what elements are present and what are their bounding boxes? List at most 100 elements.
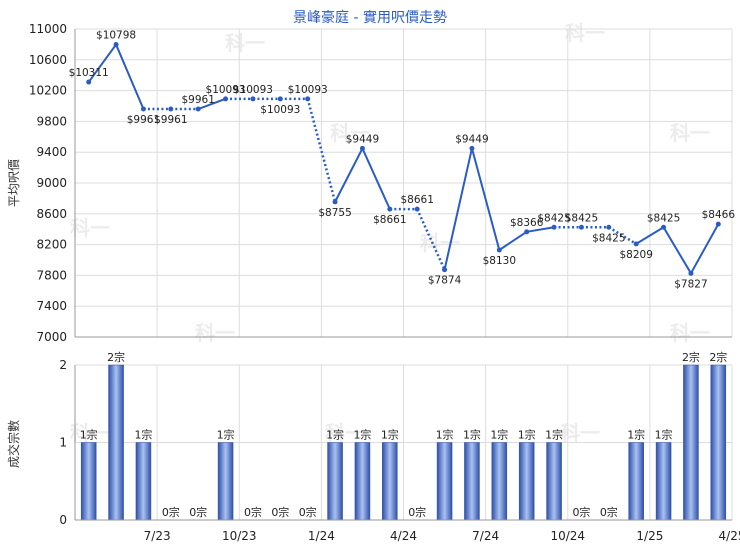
count-bar-label: 1宗 bbox=[217, 428, 235, 442]
price-point bbox=[305, 96, 311, 102]
price-data-label: $8466 bbox=[702, 209, 736, 221]
price-data-label: $10093 bbox=[288, 84, 328, 96]
count-bar bbox=[108, 364, 124, 521]
price-data-label: $8425 bbox=[592, 232, 625, 244]
price-y-tick-label: 10600 bbox=[29, 53, 67, 67]
count-bar-label: 1宗 bbox=[490, 428, 508, 442]
count-y-tick-label: 0 bbox=[59, 513, 67, 527]
count-bar-label: 1宗 bbox=[326, 428, 344, 442]
count-bar-label: 0宗 bbox=[572, 505, 590, 519]
price-y-tick-label: 10200 bbox=[29, 84, 67, 98]
watermark-text: 科一 bbox=[70, 216, 110, 240]
price-gridlines: 7000 7400 7800 8200 8600 9000 9400 9800 10200 106… bbox=[29, 22, 733, 344]
count-bar-label: 1宗 bbox=[463, 428, 481, 442]
price-line-segment bbox=[635, 226, 665, 245]
data-labels: $10311$10798$9961$9961$9961$10093$10093$… bbox=[69, 30, 736, 291]
count-bar bbox=[217, 442, 234, 521]
price-point bbox=[633, 241, 639, 247]
price-y-tick-label: 7000 bbox=[36, 330, 67, 344]
price-data-label: $7874 bbox=[428, 275, 462, 287]
count-bar bbox=[518, 442, 535, 521]
price-point bbox=[715, 221, 721, 227]
x-tick-label: 1/24 bbox=[308, 529, 335, 543]
price-point bbox=[688, 270, 694, 276]
price-line-segment bbox=[662, 226, 692, 274]
price-data-label: $8209 bbox=[619, 249, 652, 261]
price-data-label: $10798 bbox=[96, 30, 136, 42]
price-line-segment bbox=[197, 97, 226, 110]
count-bar bbox=[80, 442, 97, 521]
price-data-label: $8130 bbox=[483, 255, 516, 267]
count-y-tick-label: 2 bbox=[59, 358, 67, 372]
price-data-label: $8661 bbox=[373, 214, 406, 226]
watermark-text: 科一 bbox=[330, 121, 370, 145]
count-bar-label: 2宗 bbox=[709, 350, 727, 364]
price-point bbox=[223, 96, 229, 102]
price-y-tick-label: 9000 bbox=[36, 176, 67, 190]
price-point bbox=[469, 145, 475, 151]
axes bbox=[74, 29, 732, 521]
price-data-label: $8425 bbox=[647, 212, 680, 224]
price-y-tick-label: 7800 bbox=[36, 268, 67, 282]
watermark-text: 科一 bbox=[565, 21, 605, 45]
price-point bbox=[551, 224, 557, 230]
price-data-label: $10093 bbox=[233, 84, 273, 96]
count-bar-label: 0宗 bbox=[162, 505, 180, 519]
watermark-text: 科一 bbox=[560, 421, 600, 445]
price-point bbox=[496, 247, 502, 253]
x-tick-label: 1/25 bbox=[636, 529, 663, 543]
watermark-text: 科一 bbox=[70, 421, 110, 445]
price-y-tick-label: 8200 bbox=[36, 238, 67, 252]
price-point bbox=[606, 224, 612, 230]
price-point bbox=[195, 106, 201, 112]
count-bar-label: 1宗 bbox=[627, 428, 645, 442]
watermark-text: 科一 bbox=[325, 421, 365, 445]
price-point bbox=[387, 206, 393, 212]
count-bar-label: 0宗 bbox=[408, 505, 426, 519]
price-line-segment bbox=[115, 44, 145, 110]
count-bar-label: 0宗 bbox=[189, 505, 207, 519]
count-bar-label: 1宗 bbox=[436, 428, 454, 442]
count-bar-label: 1宗 bbox=[381, 428, 399, 442]
price-data-label: $8755 bbox=[318, 207, 351, 219]
x-tick-label: 4/25 bbox=[719, 529, 740, 543]
price-y-tick-label: 9400 bbox=[36, 145, 67, 159]
count-bar bbox=[354, 442, 371, 521]
count-bar-label: 1宗 bbox=[80, 428, 98, 442]
price-line-layer bbox=[86, 42, 721, 276]
x-tick-label: 10/23 bbox=[222, 529, 257, 543]
count-bar bbox=[683, 364, 699, 521]
count-bar-label: 1宗 bbox=[655, 428, 673, 442]
price-line-segment bbox=[608, 226, 637, 245]
price-data-label: $9449 bbox=[346, 133, 379, 145]
count-y-axis-label: 成交宗數 bbox=[6, 420, 21, 468]
count-bar bbox=[382, 442, 398, 521]
x-tick-label: 4/24 bbox=[390, 529, 417, 543]
price-line-segment bbox=[361, 148, 391, 210]
watermark-text: 科一 bbox=[225, 31, 265, 55]
price-data-label: $9961 bbox=[154, 114, 187, 126]
count-bar bbox=[655, 442, 672, 521]
price-point bbox=[414, 206, 420, 212]
price-point bbox=[277, 96, 283, 102]
price-point bbox=[250, 96, 256, 102]
price-data-label: $8425 bbox=[537, 212, 570, 224]
chart-title: 景峰豪庭 - 實用呎價走勢 bbox=[293, 9, 447, 26]
x-tick-label: 7/24 bbox=[472, 529, 499, 543]
price-y-tick-label: 8600 bbox=[36, 207, 67, 221]
price-data-label: $8661 bbox=[400, 194, 433, 206]
price-point bbox=[140, 106, 146, 112]
price-point bbox=[442, 267, 448, 273]
price-line-segment bbox=[443, 148, 473, 270]
price-line-segment bbox=[416, 208, 446, 271]
count-bar bbox=[327, 442, 343, 521]
price-data-label: $9961 bbox=[127, 114, 160, 126]
price-data-label: $9961 bbox=[181, 94, 214, 106]
price-data-label: $10093 bbox=[260, 104, 300, 116]
price-data-label: $9449 bbox=[455, 133, 488, 145]
price-point bbox=[86, 79, 92, 85]
count-bar-label: 1宗 bbox=[134, 428, 152, 442]
